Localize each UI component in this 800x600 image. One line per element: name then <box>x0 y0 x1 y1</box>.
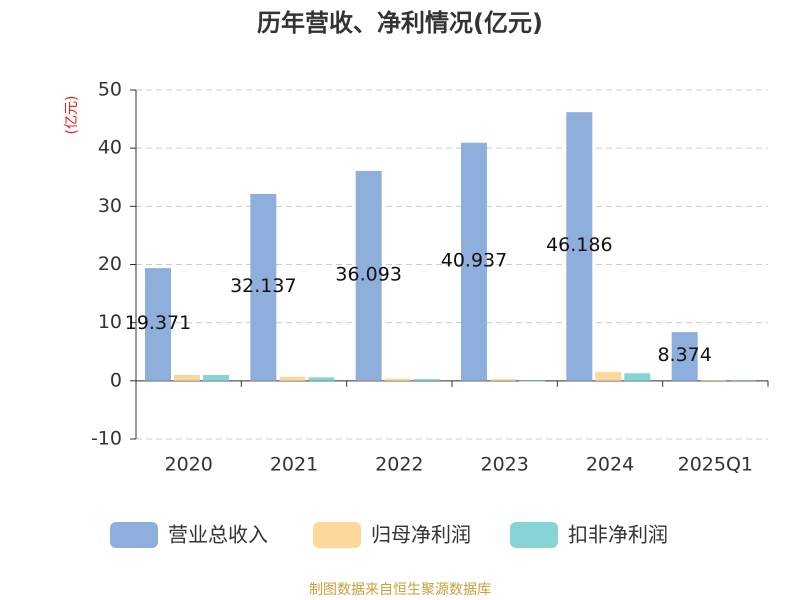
bar <box>384 378 411 381</box>
y-tick-label: 30 <box>98 195 122 217</box>
bar <box>174 375 200 381</box>
bar <box>250 193 277 381</box>
y-tick-label: 0 <box>110 369 122 391</box>
source-note: 制图数据来自恒生聚源数据库 <box>309 582 491 598</box>
x-tick-label: 2024 <box>586 454 634 476</box>
chart-title: 历年营收、净利情况(亿元) <box>257 9 543 37</box>
data-label: 32.137 <box>230 275 296 297</box>
bar <box>624 373 651 381</box>
bar <box>279 376 306 381</box>
x-tick-label: 2023 <box>480 454 528 476</box>
y-tick-label: 50 <box>98 79 122 101</box>
legend-swatch[interactable] <box>110 522 158 548</box>
x-tick-label: 2025Q1 <box>678 454 753 476</box>
bar <box>355 170 382 381</box>
bar <box>519 380 545 382</box>
bar <box>145 268 171 381</box>
bar <box>729 380 756 381</box>
y-tick-label: 20 <box>98 253 122 275</box>
legend-label[interactable]: 扣非净利润 <box>568 523 668 547</box>
bar <box>671 332 698 381</box>
bar <box>490 379 516 381</box>
data-label: 46.186 <box>546 234 612 256</box>
legend-swatch[interactable] <box>313 522 361 548</box>
data-label: 8.374 <box>657 344 711 366</box>
x-tick-label: 2020 <box>164 454 212 476</box>
bar <box>566 112 593 381</box>
data-label: 40.937 <box>441 249 507 271</box>
x-tick-label: 2021 <box>270 454 318 476</box>
bar <box>203 375 229 381</box>
data-label: 36.093 <box>335 263 401 285</box>
bar <box>308 377 335 381</box>
legend-label[interactable]: 归母净利润 <box>371 523 471 547</box>
y-axis-label: (亿元) <box>64 96 80 135</box>
bar <box>461 142 487 381</box>
y-tick-label: -10 <box>91 428 122 450</box>
y-tick-label: 40 <box>98 137 122 159</box>
bar <box>413 379 440 381</box>
y-tick-label: 10 <box>98 311 122 333</box>
bar <box>595 372 622 381</box>
data-label: 19.371 <box>125 312 191 334</box>
legend-swatch[interactable] <box>510 522 558 548</box>
legend-label[interactable]: 营业总收入 <box>168 523 268 547</box>
bar <box>700 380 727 381</box>
x-tick-label: 2022 <box>375 454 423 476</box>
